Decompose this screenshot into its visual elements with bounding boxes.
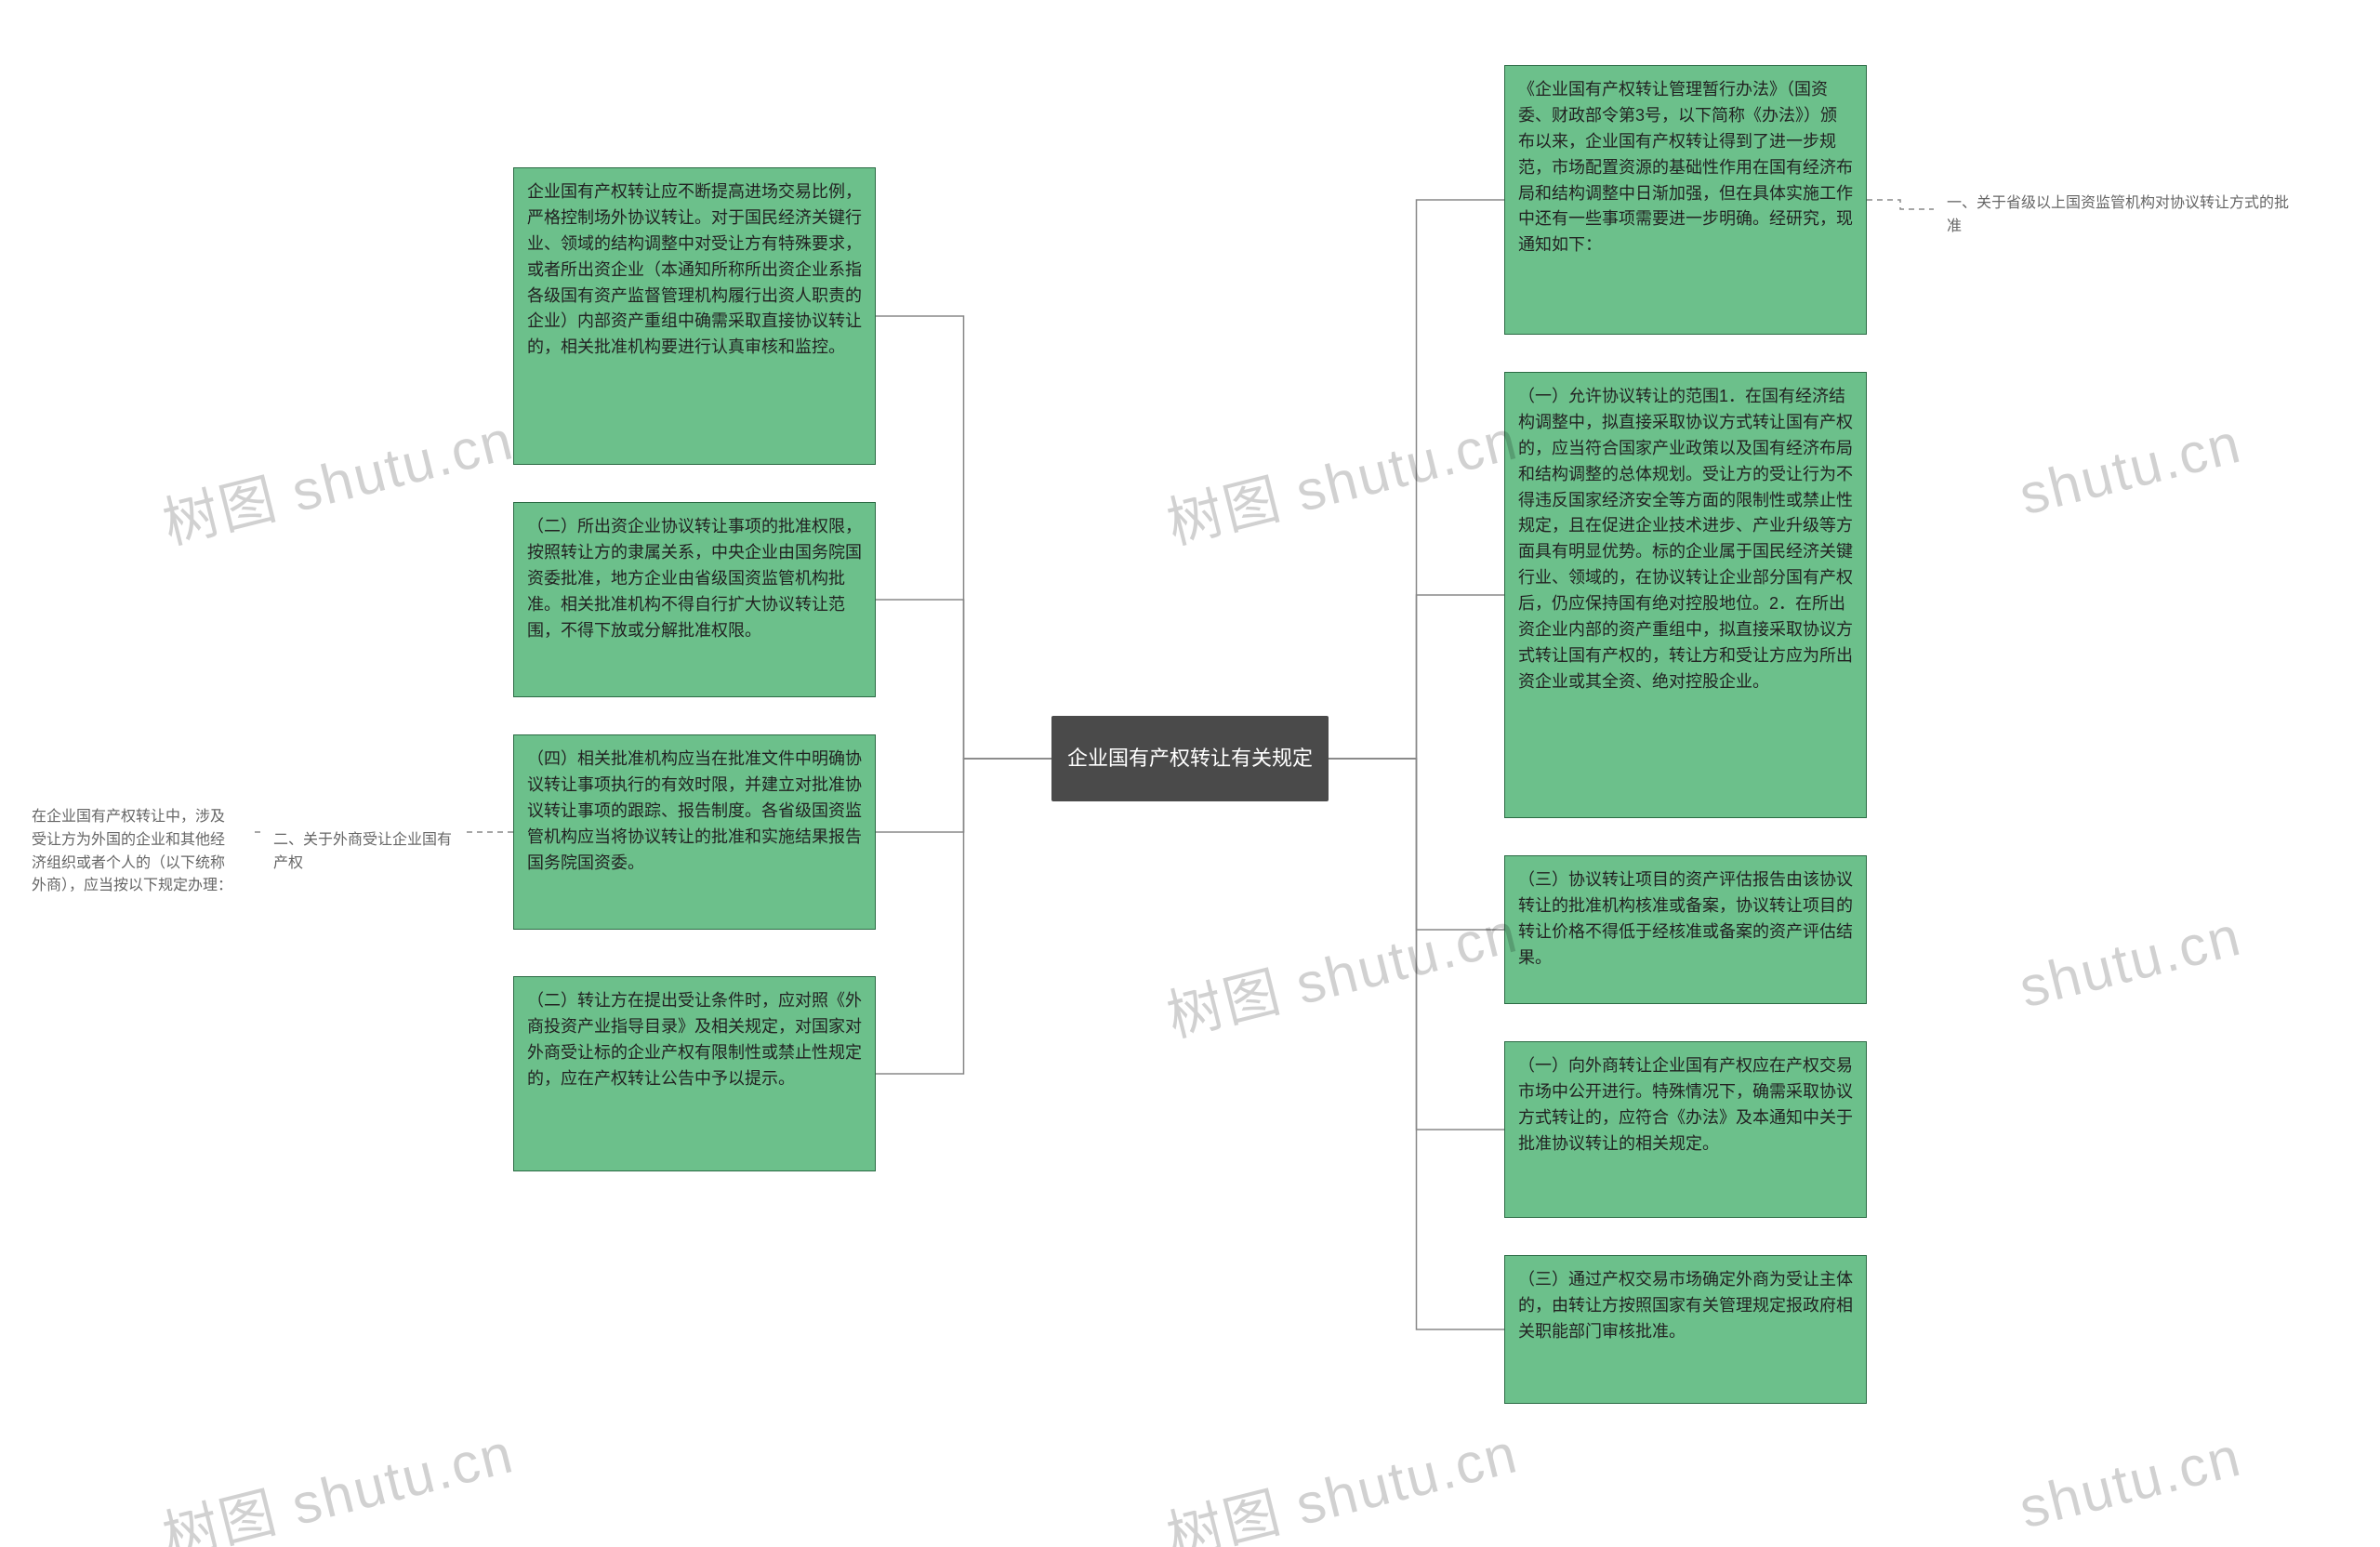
branch-l2[interactable]: （二）所出资企业协议转让事项的批准权限，按照转让方的隶属关系，中央企业由国务院国…: [513, 502, 876, 697]
center-node-label: 企业国有产权转让有关规定: [1067, 743, 1313, 774]
branch-r3[interactable]: （三）协议转让项目的资产评估报告由该协议转让的批准机构核准或备案，协议转让项目的…: [1504, 855, 1867, 1004]
branch-l3[interactable]: （四）相关批准机构应当在批准文件中明确协议转让事项执行的有效时限，并建立对批准协…: [513, 734, 876, 930]
center-node[interactable]: 企业国有产权转让有关规定: [1051, 716, 1329, 801]
branch-l1-text: 企业国有产权转让应不断提高进场交易比例，严格控制场外协议转让。对于国民经济关键行…: [527, 182, 862, 356]
note-n2-text: 二、关于外商受让企业国有产权: [273, 832, 452, 871]
watermark: 树图 shutu.cn: [153, 1408, 521, 1547]
watermark: shutu.cn: [2013, 411, 2247, 528]
watermark: 树图 shutu.cn: [1157, 888, 1525, 1053]
branch-l1[interactable]: 企业国有产权转让应不断提高进场交易比例，严格控制场外协议转让。对于国民经济关键行…: [513, 167, 876, 465]
branch-l4-text: （二）转让方在提出受让条件时，应对照《外商投资产业指导目录》及相关规定，对国家对…: [527, 991, 862, 1088]
branch-r1[interactable]: 《企业国有产权转让管理暂行办法》（国资委、财政部令第3号，以下简称《办法》）颁布…: [1504, 65, 1867, 335]
branch-r4[interactable]: （一）向外商转让企业国有产权应在产权交易市场中公开进行。特殊情况下，确需采取协议…: [1504, 1041, 1867, 1218]
watermark: shutu.cn: [2013, 1424, 2247, 1541]
note-n2: 二、关于外商受让企业国有产权: [260, 818, 465, 887]
note-n3-text: 在企业国有产权转让中，涉及受让方为外国的企业和其他经济组织或者个人的（以下统称外…: [32, 809, 232, 893]
branch-r1-text: 《企业国有产权转让管理暂行办法》（国资委、财政部令第3号，以下简称《办法》）颁布…: [1518, 80, 1853, 254]
note-n1-text: 一、关于省级以上国资监管机构对协议转让方式的批准: [1947, 195, 2289, 234]
branch-r4-text: （一）向外商转让企业国有产权应在产权交易市场中公开进行。特殊情况下，确需采取协议…: [1518, 1056, 1853, 1153]
branch-l4[interactable]: （二）转让方在提出受让条件时，应对照《外商投资产业指导目录》及相关规定，对国家对…: [513, 976, 876, 1171]
branch-r2[interactable]: （一）允许协议转让的范围1．在国有经济结构调整中，拟直接采取协议方式转让国有产权…: [1504, 372, 1867, 818]
watermark: 树图 shutu.cn: [1157, 395, 1525, 561]
watermark: 树图 shutu.cn: [153, 395, 521, 561]
branch-r5[interactable]: （三）通过产权交易市场确定外商为受让主体的，由转让方按照国家有关管理规定报政府相…: [1504, 1255, 1867, 1404]
note-n1: 一、关于省级以上国资监管机构对协议转让方式的批准: [1934, 181, 2315, 250]
watermark: 树图 shutu.cn: [1157, 1408, 1525, 1547]
branch-r2-text: （一）允许协议转让的范围1．在国有经济结构调整中，拟直接采取协议方式转让国有产权…: [1518, 387, 1853, 691]
branch-l3-text: （四）相关批准机构应当在批准文件中明确协议转让事项执行的有效时限，并建立对批准协…: [527, 749, 862, 872]
watermark: shutu.cn: [2013, 904, 2247, 1021]
branch-r3-text: （三）协议转让项目的资产评估报告由该协议转让的批准机构核准或备案，协议转让项目的…: [1518, 870, 1853, 967]
branch-l2-text: （二）所出资企业协议转让事项的批准权限，按照转让方的隶属关系，中央企业由国务院国…: [527, 517, 862, 640]
mindmap-canvas: 企业国有产权转让有关规定 《企业国有产权转让管理暂行办法》（国资委、财政部令第3…: [0, 0, 2380, 1547]
note-n3: 在企业国有产权转让中，涉及受让方为外国的企业和其他经济组织或者个人的（以下统称外…: [19, 795, 251, 909]
branch-r5-text: （三）通过产权交易市场确定外商为受让主体的，由转让方按照国家有关管理规定报政府相…: [1518, 1270, 1853, 1341]
